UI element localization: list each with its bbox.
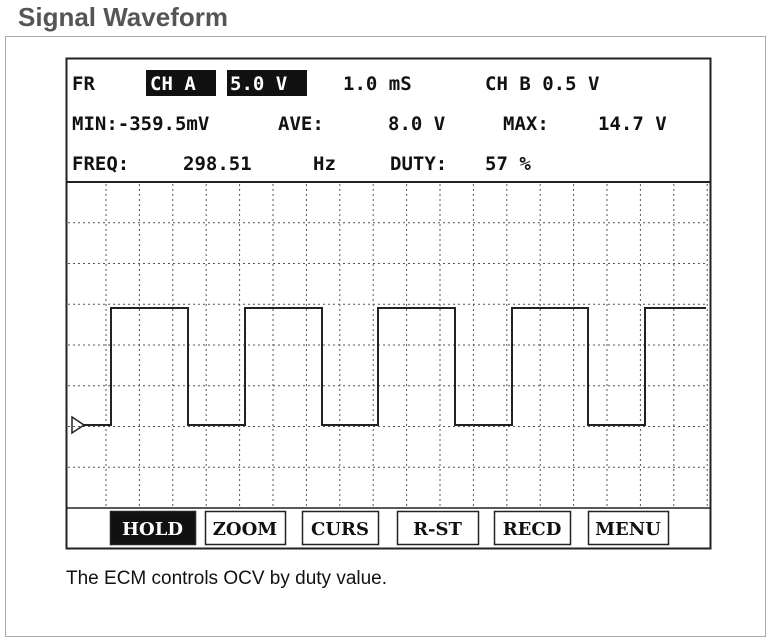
status-text: FR — [72, 73, 95, 95]
waveform — [84, 307, 706, 426]
scope-screen: FR CH A 5.0 V 1.0 mS CH B 0.5 V MIN:-359… — [65, 57, 712, 550]
status-text: 1.0 mS — [343, 73, 412, 95]
button-box — [301, 510, 380, 546]
screen-button[interactable]: CURS — [301, 510, 380, 546]
status-text: CH B 0.5 V — [485, 73, 599, 95]
button-label: ZOOM — [213, 519, 277, 540]
screen-button[interactable]: RECD — [493, 510, 572, 546]
button-box — [109, 510, 197, 546]
screen-button[interactable]: MENU — [587, 510, 670, 546]
measurement: FREQ: — [72, 153, 129, 175]
button-box — [396, 510, 480, 546]
button-label: HOLD — [122, 519, 183, 540]
title: Signal Waveform — [18, 2, 228, 32]
measurement: 14.7 V — [598, 113, 667, 135]
frame — [5, 36, 766, 637]
measurement: 57 % — [485, 153, 531, 175]
screen-button[interactable]: R-ST — [396, 510, 480, 546]
status-text: 5.0 V — [230, 73, 287, 95]
measurement: MIN:-359.5mV — [72, 113, 209, 135]
button-label: CURS — [311, 519, 369, 540]
measurement: MAX: — [503, 113, 549, 135]
button-box — [493, 510, 572, 546]
screen-button[interactable]: HOLD — [109, 510, 197, 546]
measurement: 8.0 V — [388, 113, 445, 135]
button-label: RECD — [503, 519, 562, 540]
status-text: CH A — [150, 73, 196, 95]
button-label: R-ST — [413, 519, 462, 540]
measurement: 298.51 — [183, 153, 252, 175]
button-label: MENU — [595, 519, 661, 540]
measurement: AVE: — [278, 113, 324, 135]
screen-button[interactable]: ZOOM — [204, 510, 287, 546]
measurement: DUTY: — [390, 153, 447, 175]
button-box — [204, 510, 287, 546]
caption: The ECM controls OCV by duty value. — [66, 568, 387, 589]
button-box — [587, 510, 670, 546]
measurement: Hz — [313, 153, 336, 175]
trigger-marker — [71, 415, 86, 435]
